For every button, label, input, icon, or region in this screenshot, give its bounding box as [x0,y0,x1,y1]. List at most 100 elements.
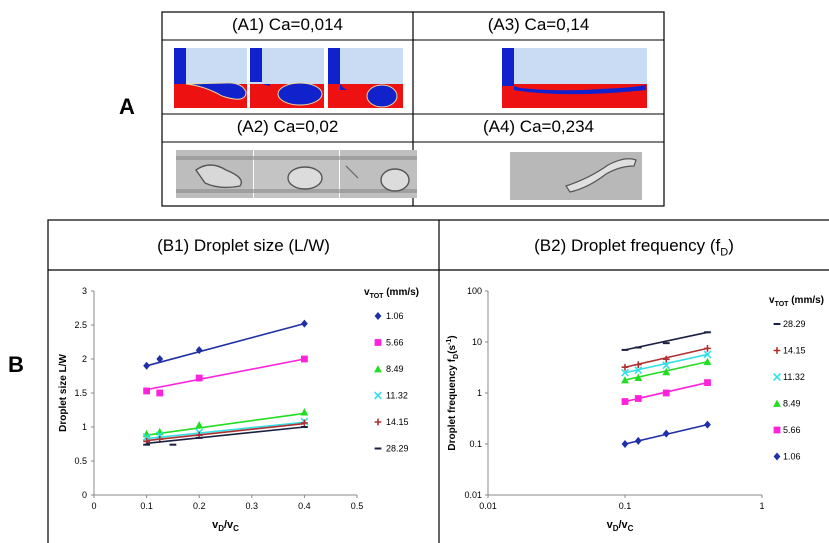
legend-marker [374,418,382,426]
data-point [142,433,151,442]
legend-title-sub: TOT [775,301,790,308]
legend-title: vTOT (mm/s) [769,295,824,308]
legend-label: 28.29 [386,444,409,454]
trend-line [146,421,305,440]
section-a-label: A [119,94,135,119]
data-point [662,342,670,345]
legend-label: 1.06 [783,452,801,462]
y-axis-label-sub: D [453,354,460,359]
legend-title-v: v [769,295,775,306]
data-point [634,366,643,375]
section-b-label: B [8,352,24,377]
x-axis-label-sub: C [628,524,634,533]
legend-marker [374,339,382,346]
data-point [634,436,642,445]
legend-title-sub: TOT [370,293,385,300]
data-point [634,361,642,369]
x-axis-label-slash: /v [224,519,234,531]
x-axis-label: vD/vC [607,519,634,533]
data-point [155,431,164,440]
y-tick-label: 0 [82,490,87,500]
x-tick-label: 0.01 [479,501,497,511]
simulation-image-a3 [502,48,647,108]
panel-b2-title-end: ) [728,236,734,255]
x-axis-label-slash: /v [618,519,628,531]
data-point [704,344,711,352]
x-tick-label: 0.2 [193,501,206,511]
data-point [621,440,629,448]
chart-b2-droplet-frequency: 0.01 0.1 1 10 100 0.01 0.1 1 Droplet frequency f… [446,286,824,533]
legend-marker [773,452,781,461]
y-axis-label-close: ) [447,335,458,338]
x-tick-label: 0.4 [298,501,311,511]
y-tick-label: 1 [477,388,482,398]
x-tick-label: 0.1 [619,501,632,511]
data-point [704,420,711,429]
data-point [662,429,670,438]
data-point [301,319,308,328]
legend-label: 5.66 [783,425,801,435]
x-tick-label: 0.3 [246,501,259,511]
data-point [195,421,204,429]
trend-line [146,322,305,367]
trend-line [146,358,305,391]
legend-label: 14.15 [783,346,806,356]
x-tick-label: 0.5 [351,501,364,511]
data-point [156,389,164,397]
y-tick-label: 2 [82,354,87,364]
data-point [704,331,711,334]
y-axis-label-main: Droplet frequency f [447,358,458,450]
experimental-image-a4 [510,152,642,200]
experimental-image-a2 [176,150,417,198]
legend-label: 28.29 [783,319,806,329]
data-point [143,443,150,446]
y-tick-label: 0.01 [464,490,482,500]
data-point [143,361,150,370]
data-point [301,419,308,427]
legend-marker [374,365,382,373]
x-axis-label-v: v [212,519,219,531]
x-axis-label-sub: D [218,524,224,533]
legend-label: 14.15 [386,417,409,427]
data-point [662,361,671,370]
y-axis-label-sup: -1 [446,339,453,345]
x-tick-label: 1 [759,501,764,511]
data-point [703,350,712,359]
x-tick-label: 0.1 [140,501,153,511]
data-point [621,368,629,377]
y-tick-label: 3 [82,286,87,296]
legend-label: 11.32 [783,372,805,382]
data-point [621,398,629,405]
legend-marker [374,312,382,320]
data-point [156,355,164,363]
y-tick-label: 2.5 [74,320,87,330]
y-tick-label: 1.5 [74,388,87,398]
panel-b2-title-main: (B2) Droplet frequency (f [534,236,721,255]
trend-line [146,422,305,442]
y-axis-label-unit: (s [447,345,458,354]
x-axis-label: vD/vC [212,519,239,533]
data-point [143,437,150,445]
data-point [662,367,671,376]
y-tick-label: 0.5 [74,456,87,466]
y-axis-label: Droplet frequency fD(s-1) [446,335,460,450]
simulation-image-a1 [174,48,403,108]
trend-line [146,426,305,445]
data-point [301,426,308,428]
data-point [143,387,150,395]
data-point [662,389,670,397]
y-axis-label: Droplet size L/W [58,354,69,432]
y-tick-label: 1 [82,422,87,432]
chart-b1-droplet-size: 0 0.5 1 1.5 2 2.5 3 0 0.1 0.2 0.3 0.4 0.5 Droplet siz… [58,286,419,533]
data-point [634,346,642,349]
data-point [195,374,203,382]
data-point [634,373,643,382]
trend-line [146,412,305,436]
data-point [621,348,629,351]
data-point [300,408,309,416]
panel-b2-title: (B2) Droplet frequency (fD) [439,236,829,258]
legend-title: vTOT (mm/s) [364,287,419,300]
legend-label: 8.49 [386,364,404,374]
